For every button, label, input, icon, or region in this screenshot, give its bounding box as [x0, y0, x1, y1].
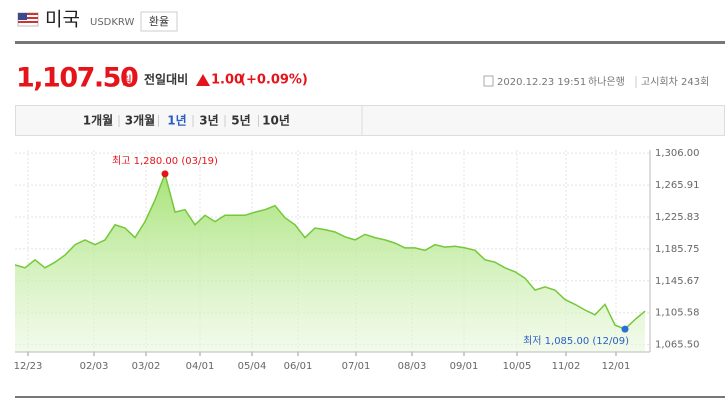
x-tick-label: 10/05: [503, 361, 532, 372]
y-tick-label: 1,225.83: [655, 212, 700, 223]
high-point: [161, 170, 169, 178]
info-icon: [483, 75, 494, 87]
code: USDKRW: [90, 17, 134, 28]
tab[interactable]: 3개월: [125, 113, 155, 128]
tab[interactable]: 1년: [167, 114, 186, 128]
x-tick-label: 12/01: [602, 361, 631, 372]
tab[interactable]: 5년: [231, 114, 250, 128]
y-tick-label: 1,065.50: [655, 340, 700, 351]
bank: 하나은행: [588, 75, 625, 88]
flag: [17, 12, 39, 27]
x-tick-label: 09/01: [450, 361, 479, 372]
y-tick-label: 1,265.91: [655, 180, 700, 191]
country: 미국: [45, 9, 80, 31]
price-unit: 원: [121, 74, 132, 88]
tab-bar: [15, 105, 725, 136]
x-tick-label: 04/01: [186, 361, 215, 372]
low-label: 최저 1,085.00 (12/09): [523, 335, 629, 347]
tab[interactable]: 3년: [199, 114, 218, 128]
y-tick-label: 1,306.00: [655, 148, 700, 159]
y-tick-label: 1,185.75: [655, 244, 700, 255]
x-tick-label: 02/03: [80, 361, 109, 372]
tab[interactable]: 10년: [262, 114, 290, 128]
round: 고시회차 243회: [641, 76, 709, 88]
header-rule: [15, 41, 725, 44]
tabs: 1개월 3개월 1년 3년 5년 10년: [83, 113, 290, 128]
change-label: 전일대비: [144, 72, 188, 87]
quote-time: 2020.12.23 19:51: [497, 77, 586, 88]
x-tick-label: 08/03: [398, 361, 427, 372]
x-tick-label: 12/23: [14, 361, 43, 372]
area-fill: [15, 173, 645, 352]
up-arrow: [196, 74, 210, 86]
low-point: [621, 325, 629, 333]
high-label: 최고 1,280.00 (03/19): [112, 155, 218, 167]
x-tick-label: 06/01: [284, 361, 313, 372]
tab[interactable]: 1개월: [83, 113, 113, 128]
price-line: [14, 171, 646, 330]
change: 1.00: [211, 73, 243, 88]
y-tick-label: 1,105.58: [655, 308, 700, 319]
change-pct: (+0.09%): [240, 73, 308, 88]
rate-button-label[interactable]: 환율: [149, 15, 169, 28]
y-tick-label: 1,145.67: [655, 276, 700, 287]
x-tick-label: 05/04: [238, 361, 267, 372]
price: 1,107.50: [16, 63, 138, 94]
x-tick-label: 11/02: [552, 361, 581, 372]
x-tick-label: 07/01: [342, 361, 371, 372]
bottom-rule: [15, 396, 725, 398]
x-tick-label: 03/02: [132, 361, 161, 372]
rate-button[interactable]: [140, 11, 178, 32]
chart: 1,065.50 1,105.58 1,145.67 1,185.75 1,225.83…: [14, 148, 700, 372]
